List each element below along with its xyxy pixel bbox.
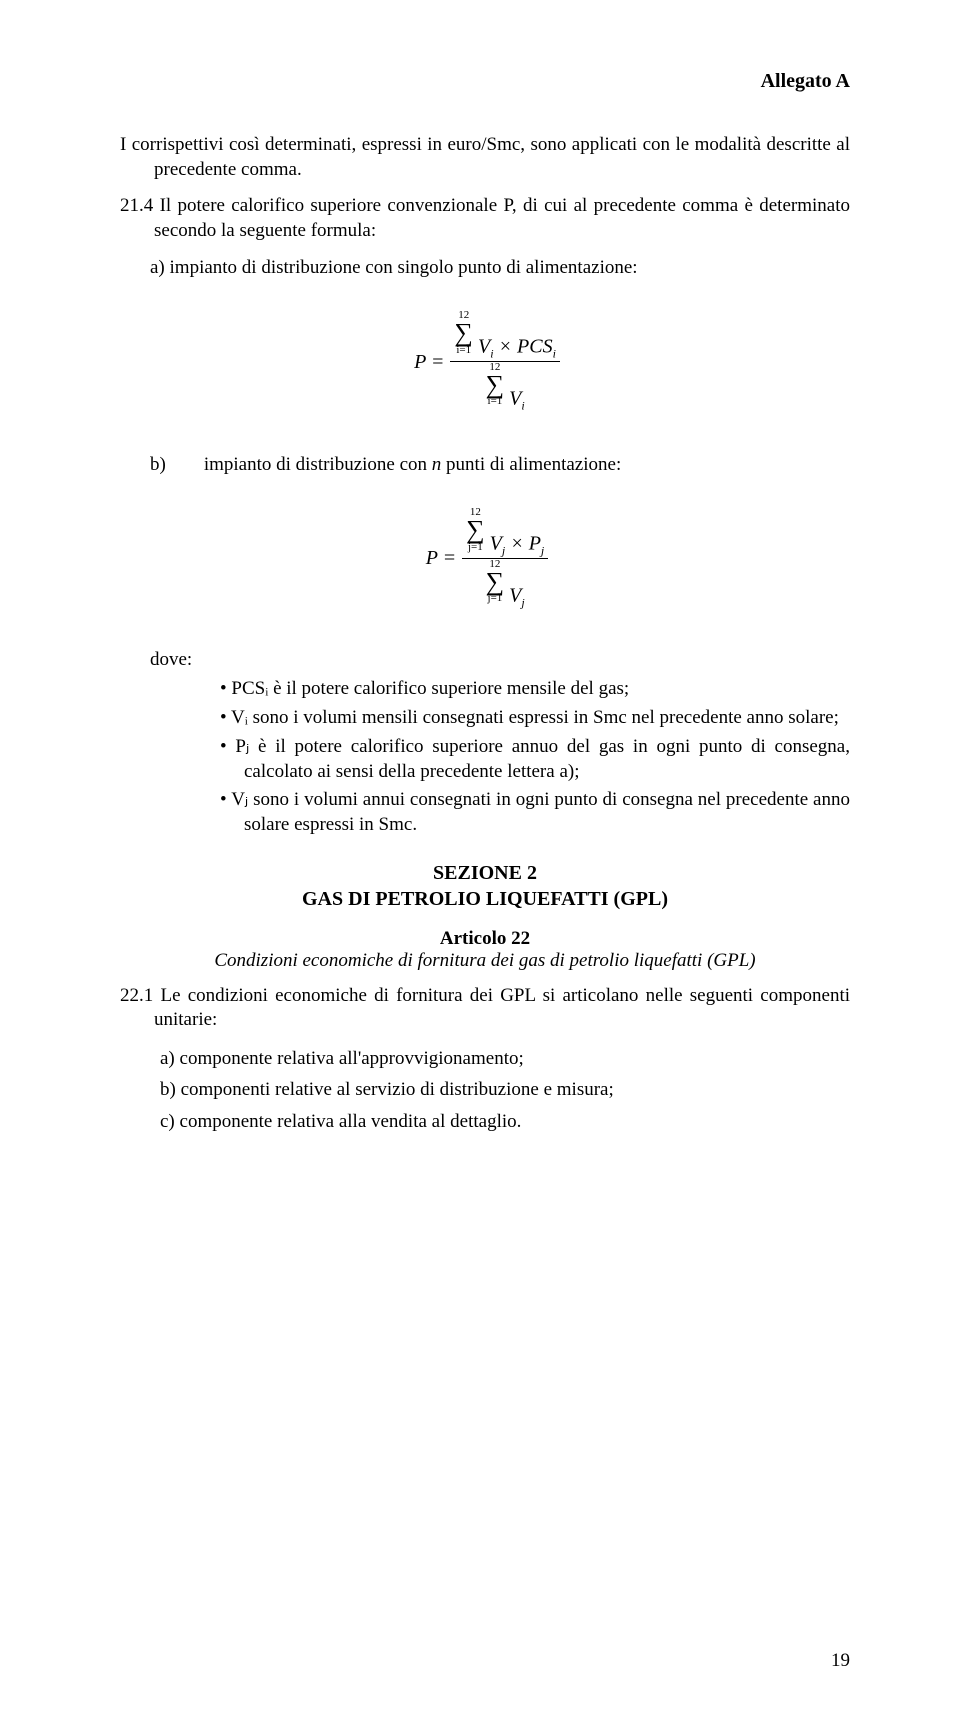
f1-num-lower: i=1 [454, 345, 473, 356]
abc-a: a) componente relativa all'approvvigiona… [186, 1045, 850, 1073]
f2-num-p-sub: j [541, 544, 544, 558]
dove-list: • PCSᵢ è il potere calorifico superiore … [120, 677, 850, 837]
formula2-lhs: P = [422, 507, 462, 609]
article-22-subtitle: Condizioni economiche di fornitura dei g… [120, 950, 850, 972]
sigma-icon: ∑ [486, 570, 505, 593]
dove-item: • Vᵢ sono i volumi mensili consegnati es… [220, 706, 850, 731]
list-abc: a) componente relativa all'approvvigiona… [120, 1045, 850, 1136]
formula-2: P = 12 ∑ j=1 Vj × Pj 12 ∑ [120, 507, 850, 614]
dove-item: • Pⱼ è il potere calorifico superiore an… [220, 735, 850, 784]
f1-num-times: × PCS [494, 336, 553, 358]
item-a: a) impianto di distribuzione con singolo… [120, 256, 850, 281]
document-page: Allegato A I corrispettivi così determin… [0, 0, 960, 1712]
sigma-icon: ∑ [454, 321, 473, 344]
header-allegato: Allegato A [120, 70, 850, 93]
formula1-lhs: P = [410, 310, 450, 412]
f2-num-lower: j=1 [466, 542, 485, 553]
f1-den-v: V [509, 387, 521, 409]
f2-num-times: × P [505, 533, 541, 555]
page-number: 19 [831, 1650, 850, 1672]
f1-den-v-sub: i [521, 398, 524, 412]
section-2-title: SEZIONE 2 GAS DI PETROLIO LIQUEFATTI (GP… [120, 860, 850, 912]
dove-label: dove: [120, 649, 850, 671]
f2-den-lower: j=1 [486, 593, 505, 604]
dove-item: • Vⱼ sono i volumi annui consegnati in o… [220, 788, 850, 837]
f1-num-pcs-sub: i [553, 347, 556, 361]
f2-den-v-sub: j [521, 595, 524, 609]
f2-den-v: V [509, 584, 521, 606]
f1-den-lower: i=1 [486, 396, 505, 407]
item-b: b) impianto di distribuzione con n punti… [120, 453, 850, 478]
sigma-icon: ∑ [486, 373, 505, 396]
intro-paragraph: I corrispettivi così determinati, espres… [120, 133, 850, 182]
abc-b: b) componenti relative al servizio di di… [186, 1076, 850, 1104]
f2-num-v: V [490, 533, 502, 555]
f1-num-v: V [478, 336, 490, 358]
article-22-title: Articolo 22 [120, 928, 850, 950]
abc-c: c) componente relativa alla vendita al d… [186, 1108, 850, 1136]
section-line2: GAS DI PETROLIO LIQUEFATTI (GPL) [302, 888, 668, 910]
paragraph-21-4: 21.4 Il potere calorifico superiore conv… [120, 194, 850, 243]
formula-1: P = 12 ∑ i=1 Vi × PCSi 12 ∑ [120, 310, 850, 417]
section-line1: SEZIONE 2 [433, 862, 537, 884]
paragraph-22-1: 22.1 Le condizioni economiche di fornitu… [120, 984, 850, 1033]
dove-item: • PCSᵢ è il potere calorifico superiore … [220, 677, 850, 702]
sigma-icon: ∑ [466, 518, 485, 541]
